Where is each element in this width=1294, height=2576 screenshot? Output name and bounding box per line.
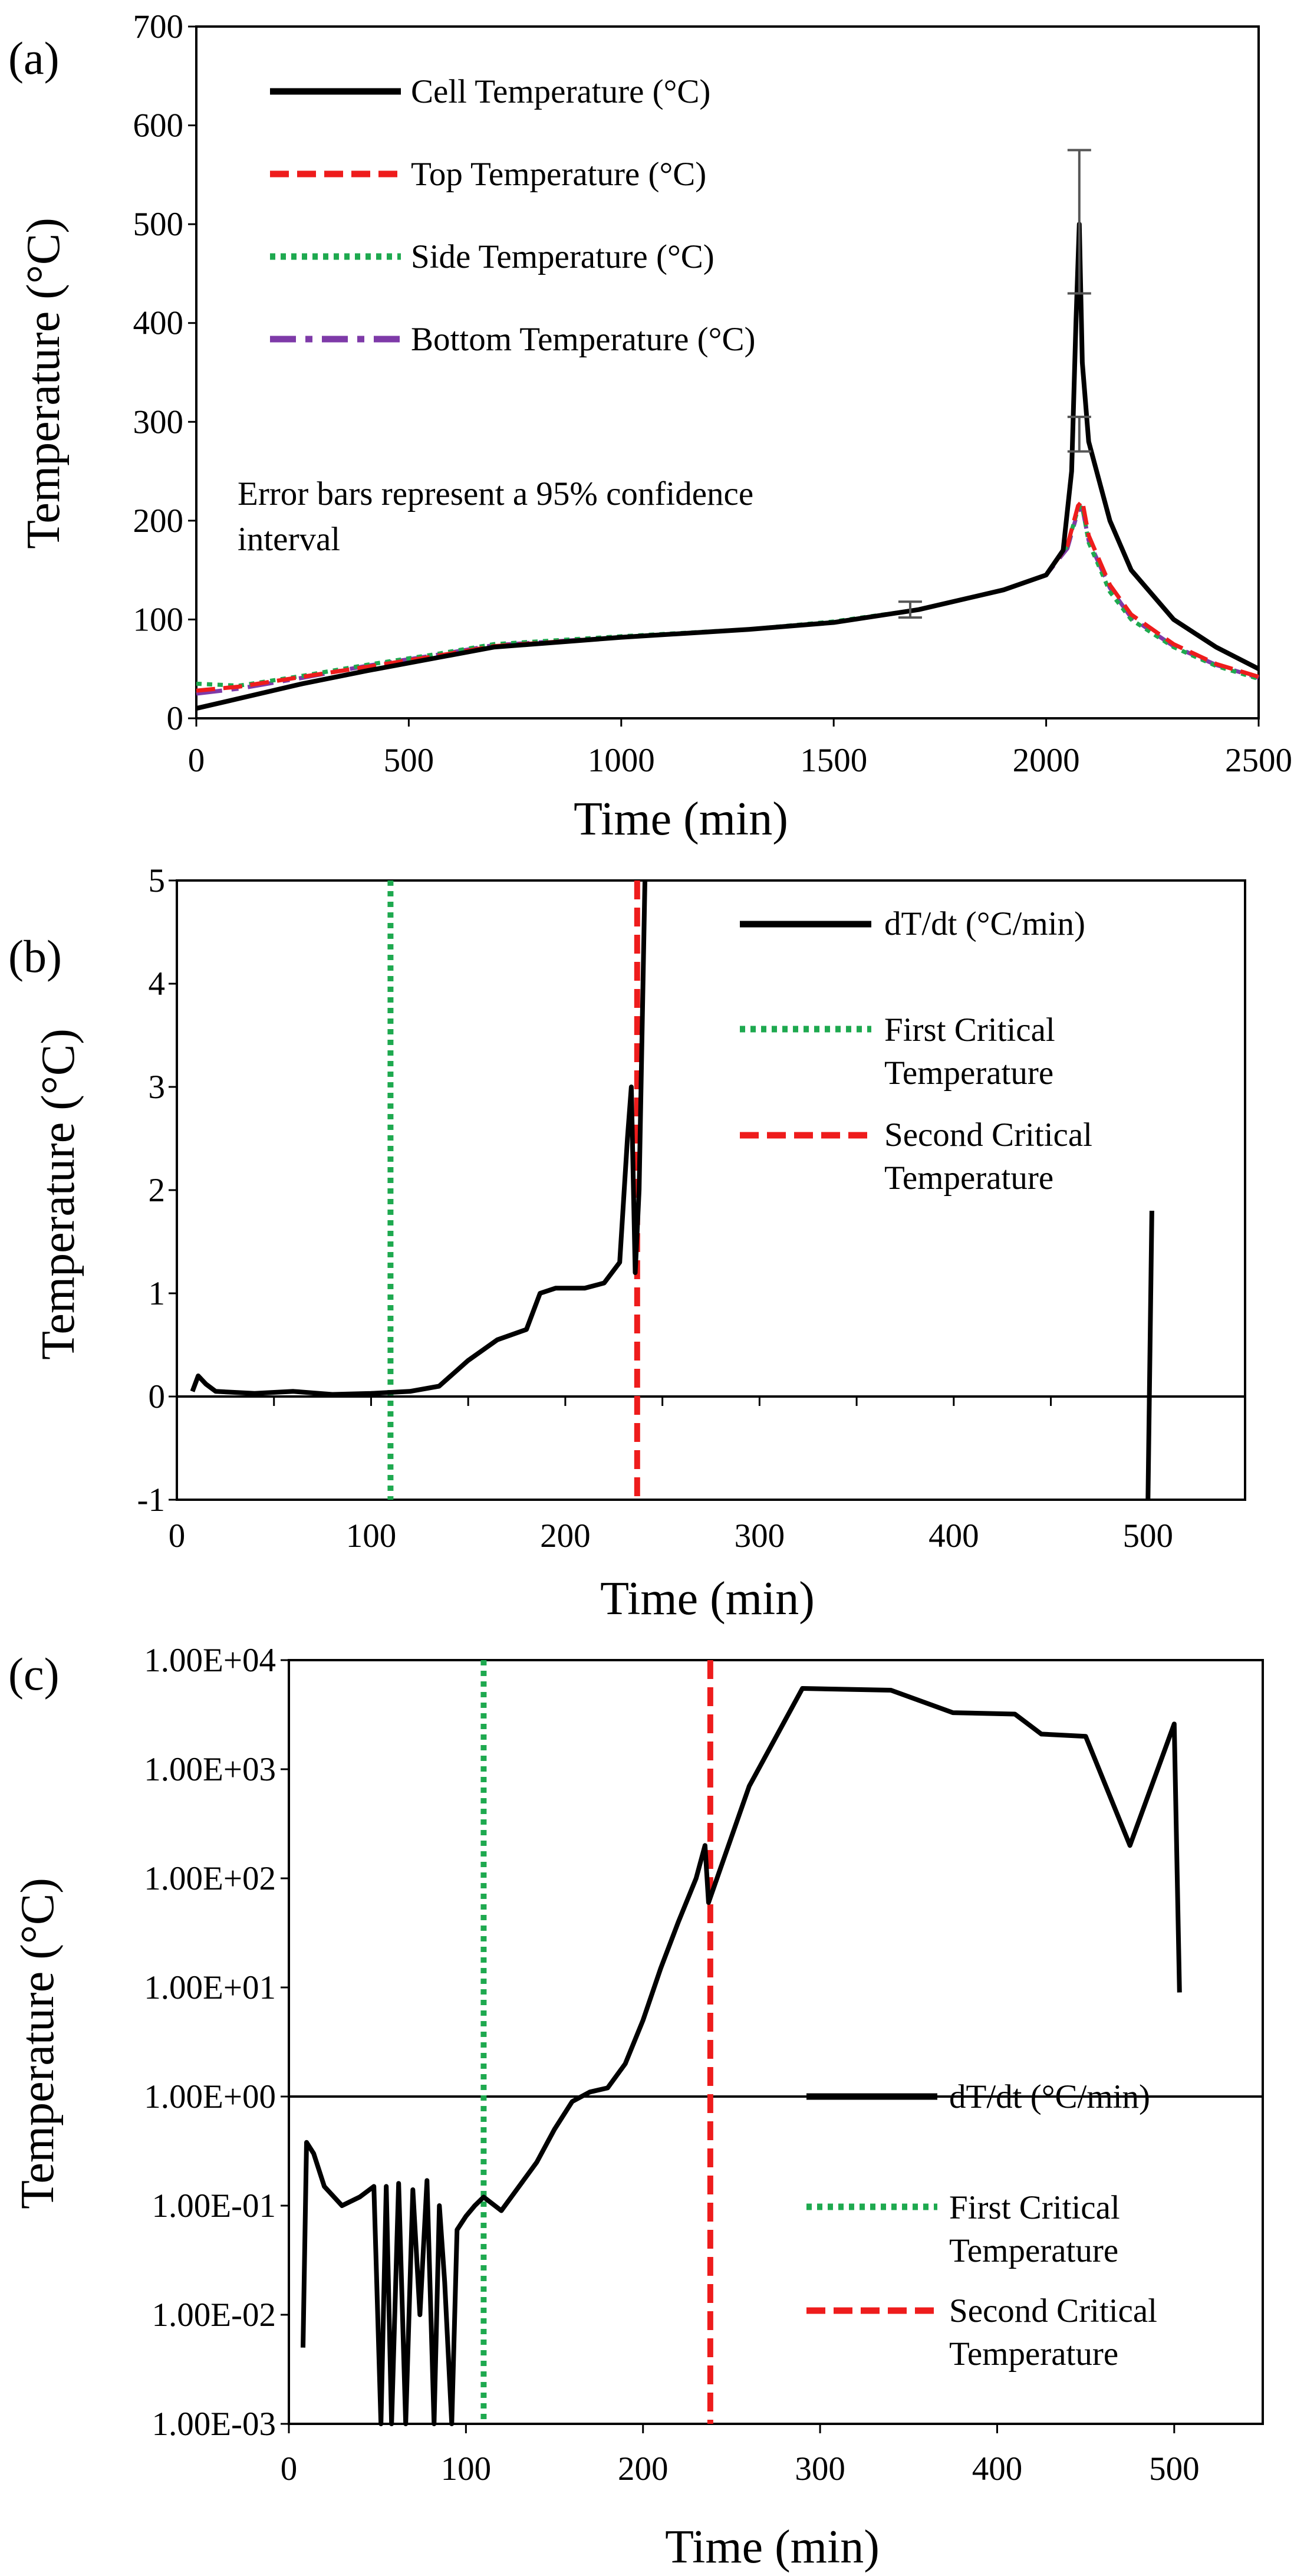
panel-c-y-axis: 1.00E-03 1.00E-02 1.00E-01 1.00E+00 1.00E+01… bbox=[144, 1642, 289, 2443]
y-tick-label: 1.00E+04 bbox=[144, 1642, 276, 1679]
y-tick-label: 1.00E-01 bbox=[152, 2187, 276, 2225]
y-tick-label: 500 bbox=[133, 206, 184, 243]
series-line bbox=[301, 1686, 1182, 2426]
y-tick-label: 100 bbox=[133, 601, 184, 638]
panel-b-critical-lines bbox=[387, 880, 640, 1500]
x-tick-label: 2000 bbox=[1013, 742, 1080, 779]
panel-a-error-bars bbox=[898, 149, 1091, 619]
legend-label-dtdt: dT/dt (°C/min) bbox=[949, 2078, 1150, 2115]
panel-b-label: (b) bbox=[8, 931, 62, 982]
y-tick-label: 200 bbox=[133, 502, 184, 540]
y-tick-label: 1.00E+00 bbox=[144, 2078, 276, 2115]
y-tick-label: 0 bbox=[167, 700, 184, 737]
panel-a-note-line1: Error bars represent a 95% confidence bbox=[238, 475, 753, 512]
panel-c: (c) 1.00E-031.00E-021.00E-011.00E+001.00… bbox=[8, 1642, 1264, 2573]
panel-a-x-axis: 0 500 1000 1500 2000 2500 bbox=[188, 718, 1292, 779]
y-tick-label: 600 bbox=[133, 107, 184, 144]
x-tick-label: 100 bbox=[346, 1517, 397, 1555]
panel-c-plot-frame bbox=[288, 1659, 1264, 2425]
legend-label-cell: Cell Temperature (°C) bbox=[411, 73, 710, 110]
y-tick-label: 2 bbox=[149, 1172, 166, 1209]
x-tick-label: 500 bbox=[1123, 1517, 1174, 1555]
panel-b-y-axis-title: Temperature (°C) bbox=[32, 1029, 84, 1360]
x-tick-label: 400 bbox=[972, 2450, 1023, 2488]
panel-c-critical-lines bbox=[480, 1660, 713, 2424]
x-tick-label: 200 bbox=[540, 1517, 591, 1555]
panel-a-x-axis-title: Time (min) bbox=[574, 793, 788, 845]
panel-c-legend: dT/dt (°C/min) First Critical Temperatur… bbox=[806, 2078, 1157, 2373]
legend-label-first-critical-1: First Critical bbox=[884, 1011, 1055, 1049]
y-tick-label: 700 bbox=[133, 8, 184, 45]
x-tick-label: 1500 bbox=[800, 742, 867, 779]
panel-a-legend: Cell Temperature (°C) Top Temperature (°… bbox=[270, 73, 755, 358]
x-tick-label: 0 bbox=[169, 1517, 186, 1555]
series-line bbox=[1145, 1210, 1154, 1500]
x-tick-label: 300 bbox=[735, 1517, 785, 1555]
panel-b-legend: dT/dt (°C/min) First Critical Temperatur… bbox=[740, 905, 1092, 1197]
x-tick-label: 200 bbox=[618, 2450, 669, 2488]
panel-a-series bbox=[196, 222, 1260, 711]
panel-b-series bbox=[190, 880, 1154, 1500]
y-tick-label: 300 bbox=[133, 403, 184, 441]
series-line bbox=[196, 222, 1260, 711]
x-tick-label: 500 bbox=[384, 742, 434, 779]
y-tick-label: 1.00E-02 bbox=[152, 2296, 276, 2334]
panel-c-y-axis-title: Temperature (°C) bbox=[12, 1878, 64, 2209]
x-tick-label: 500 bbox=[1149, 2450, 1200, 2488]
panel-b-y-axis: -1 0 1 2 3 4 5 bbox=[137, 862, 177, 1519]
x-tick-label: 300 bbox=[795, 2450, 845, 2488]
series-line bbox=[190, 880, 647, 1397]
panel-b-x-axis: 0 100 200 300 400 500 bbox=[169, 1395, 1245, 1555]
y-tick-label: 3 bbox=[149, 1069, 166, 1106]
panel-a: (a) 0 100 200 300 400 500 600 700 0 500 1000 1500 2… bbox=[8, 8, 1292, 845]
y-tick-label: 1.00E+02 bbox=[144, 1860, 276, 1897]
y-tick-label: 1 bbox=[149, 1275, 166, 1312]
legend-label-second-critical-2: Temperature bbox=[884, 1159, 1053, 1197]
y-tick-label: 1.00E+01 bbox=[144, 1969, 276, 2006]
y-tick-label: 1.00E+03 bbox=[144, 1751, 276, 1788]
panel-c-x-axis: 0 100 200 300 400 500 bbox=[281, 2095, 1263, 2488]
y-tick-label: -1 bbox=[137, 1481, 165, 1519]
legend-label-dtdt: dT/dt (°C/min) bbox=[884, 905, 1085, 942]
panel-c-x-axis-title: Time (min) bbox=[665, 2521, 880, 2573]
y-tick-label: 4 bbox=[149, 965, 166, 1003]
legend-label-second-critical-1: Second Critical bbox=[884, 1116, 1092, 1154]
legend-label-second-critical-2: Temperature bbox=[949, 2335, 1118, 2373]
panel-b-plot-frame bbox=[176, 879, 1246, 1501]
x-tick-label: 0 bbox=[281, 2450, 298, 2488]
legend-label-first-critical-2: Temperature bbox=[949, 2232, 1118, 2269]
panel-a-plot-frame bbox=[195, 25, 1260, 719]
legend-label-top: Top Temperature (°C) bbox=[411, 156, 706, 193]
legend-label-bottom: Bottom Temperature (°C) bbox=[411, 321, 755, 358]
y-tick-label: 400 bbox=[133, 305, 184, 342]
panel-a-label: (a) bbox=[8, 32, 60, 84]
series-line bbox=[196, 504, 1260, 688]
panel-a-note-line2: interval bbox=[238, 521, 340, 558]
panel-b-x-axis-title: Time (min) bbox=[600, 1573, 815, 1625]
y-tick-label: 1.00E-03 bbox=[152, 2406, 276, 2443]
panel-c-label: (c) bbox=[8, 1648, 60, 1700]
y-tick-label: 5 bbox=[149, 862, 166, 899]
panel-c-series bbox=[301, 1686, 1182, 2426]
legend-label-side: Side Temperature (°C) bbox=[411, 238, 715, 275]
series-line bbox=[196, 498, 1260, 693]
panel-a-y-axis-title: Temperature (°C) bbox=[18, 218, 70, 549]
x-tick-label: 1000 bbox=[588, 742, 655, 779]
x-tick-label: 400 bbox=[928, 1517, 979, 1555]
x-tick-label: 100 bbox=[441, 2450, 492, 2488]
legend-label-first-critical-2: Temperature bbox=[884, 1054, 1053, 1092]
y-tick-label: 0 bbox=[149, 1378, 166, 1415]
x-tick-label: 2500 bbox=[1225, 742, 1292, 779]
x-tick-label: 0 bbox=[188, 742, 205, 779]
legend-label-second-critical-1: Second Critical bbox=[949, 2292, 1157, 2329]
panel-a-y-axis: 0 100 200 300 400 500 600 700 bbox=[133, 8, 196, 737]
legend-label-first-critical-1: First Critical bbox=[949, 2189, 1120, 2226]
